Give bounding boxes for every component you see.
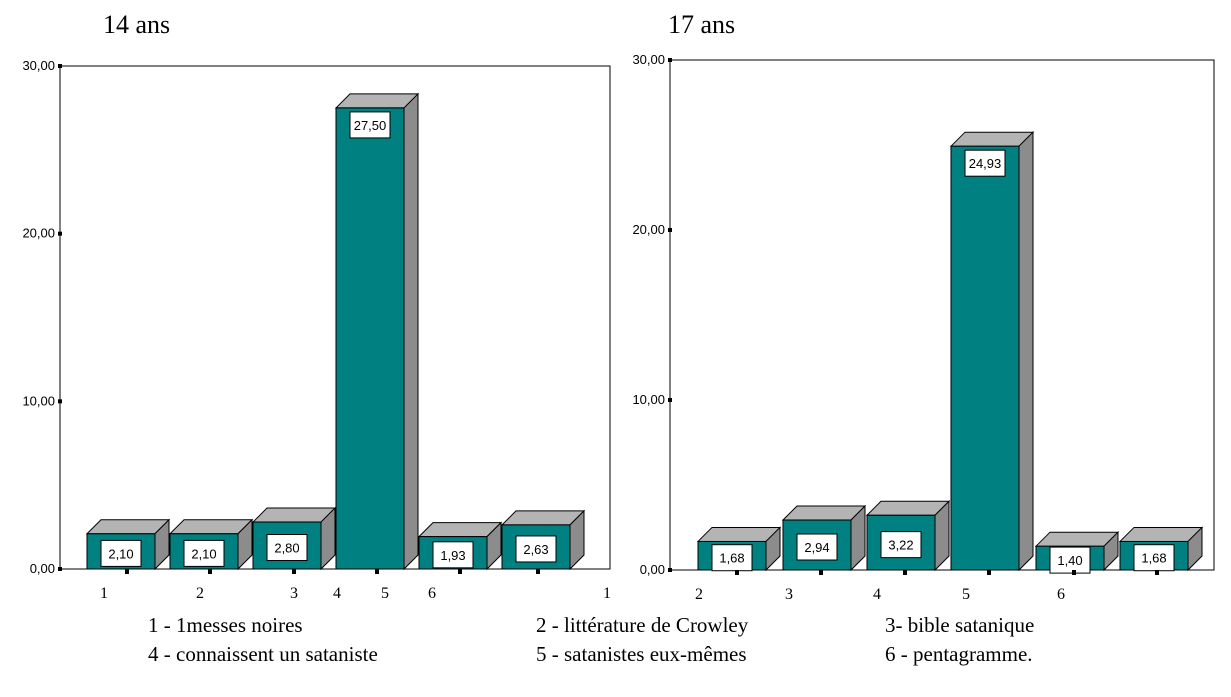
x-tick-label: 3 [290,585,298,602]
x-tick-label: 3 [785,586,793,603]
legend-item: 5 - satanistes eux-mêmes [536,642,747,666]
data-label: 1,68 [1141,551,1166,566]
legend-item: 4 - connaissent un sataniste [148,642,378,666]
x-tick-mark [903,570,907,575]
bar [950,145,1020,571]
x-tick-mark [735,570,739,575]
y-tick-label: 20,00 [22,226,55,241]
y-tick-mark [668,58,672,62]
x-tick-label: 5 [381,585,389,602]
y-tick-mark [58,231,62,236]
x-tick-mark [1155,570,1159,575]
legend-column-2: 2 - littérature de Crowley 5 - sataniste… [536,611,748,669]
data-label: 27,50 [354,118,387,133]
y-tick-label: 30,00 [22,58,55,73]
y-tick-mark [58,64,62,68]
bar [335,107,405,570]
data-label: 2,94 [804,540,829,555]
plot-frame [59,65,611,570]
legend-item: 1 - 1messes noires [148,613,303,637]
x-tick-label: 4 [873,586,881,603]
data-label: 3,22 [888,538,913,553]
data-label: 2,63 [523,542,548,557]
data-label: 24,93 [969,156,1002,171]
y-tick-label: 30,00 [632,52,665,67]
plot-frame [669,59,1215,571]
data-label-box [1049,546,1091,574]
x-tick-label: 2 [695,586,703,603]
x-tick-mark [819,570,823,575]
y-tick-mark [668,228,672,232]
data-label-box [349,111,391,139]
chart-title-14-ans: 14 ans [103,10,171,39]
data-label-box [266,534,308,562]
x-tick-mark [1072,570,1076,575]
x-tick-mark [375,569,379,574]
y-tick-label: 20,00 [632,222,665,237]
x-tick-mark [536,569,540,574]
bar-side-face [1018,130,1034,572]
data-label-box [432,541,474,569]
y-tick-label: 0,00 [30,561,55,576]
x-tick-label: 6 [1057,586,1065,603]
data-label-box [711,544,753,572]
data-label: 2,10 [191,546,216,561]
y-tick-label: 0,00 [640,562,665,577]
x-tick-label: 4 [333,585,341,602]
y-tick-label: 10,00 [22,393,55,408]
data-label: 1,93 [440,548,465,563]
data-label-box [515,535,557,563]
y-tick-mark [668,398,672,402]
data-label: 2,80 [274,541,299,556]
legend-item: 3- bible satanique [885,613,1035,637]
data-label-box [1133,544,1175,572]
data-label-box [796,533,838,561]
bar-side-face [403,92,419,571]
data-label-box [964,149,1006,177]
y-tick-mark [58,399,62,404]
x-tick-mark [125,569,129,574]
legend-column-3: 3- bible satanique 6 - pentagramme. [885,611,1034,669]
data-label: 1,40 [1057,553,1082,568]
y-tick-label: 10,00 [632,392,665,407]
data-label-box [100,539,142,567]
data-label-box [880,531,922,559]
x-tick-label: 5 [962,586,970,603]
x-tick-label: 1 [603,585,611,602]
legend-column-1: 1 - 1messes noires 4 - connaissent un sa… [148,611,378,669]
legend-item: 6 - pentagramme. [885,642,1033,666]
data-label: 2,10 [108,546,133,561]
x-tick-mark [987,570,991,575]
legend-item: 2 - littérature de Crowley [536,613,749,637]
data-label-box [183,539,225,567]
x-tick-label: 1 [100,585,108,602]
y-tick-mark [668,568,672,572]
x-tick-mark [208,569,212,574]
y-tick-mark [58,567,62,571]
x-tick-mark [292,569,296,574]
x-tick-label: 6 [428,585,436,602]
chart-title-17-ans: 17 ans [668,10,736,39]
x-tick-label: 2 [196,585,204,602]
bar [866,514,936,571]
data-label: 1,68 [719,551,744,566]
x-tick-mark [458,569,462,574]
